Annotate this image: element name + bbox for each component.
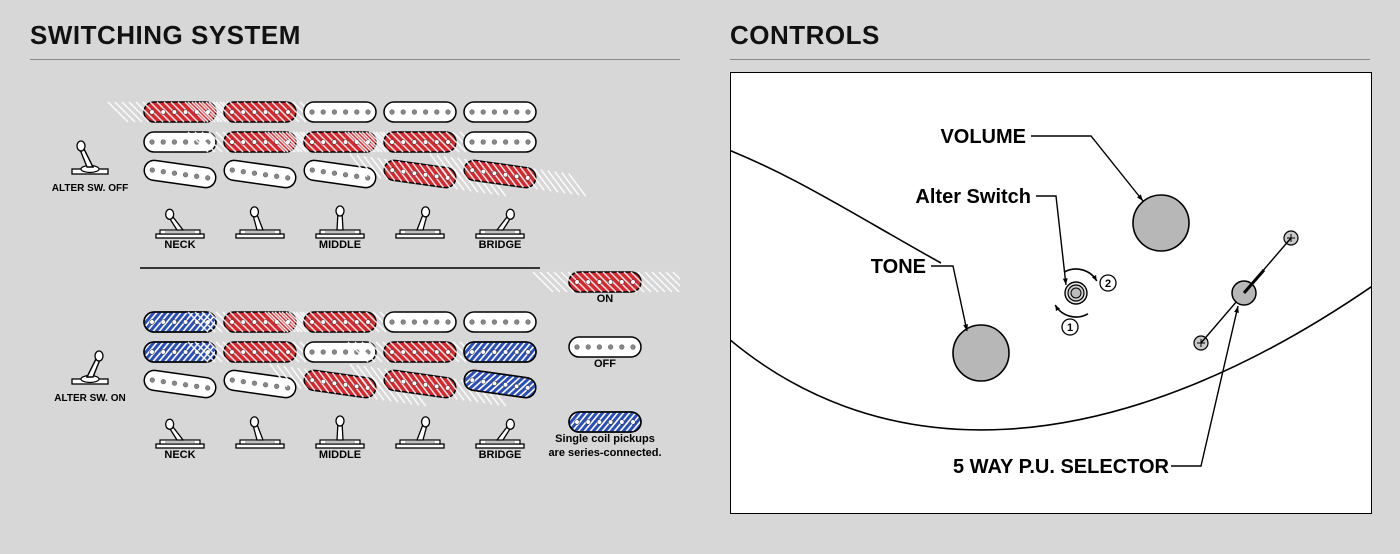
- svg-text:OFF: OFF: [594, 358, 616, 370]
- switching-rule: [30, 59, 680, 60]
- switching-title: SWITCHING SYSTEM: [30, 20, 680, 51]
- svg-text:VOLUME: VOLUME: [940, 126, 1026, 148]
- switching-system-section: SWITCHING SYSTEM ALTER SW. OFF NECK MIDDLE…: [30, 20, 680, 547]
- svg-text:ON: ON: [597, 293, 614, 305]
- svg-text:BRIDGE: BRIDGE: [479, 449, 522, 461]
- controls-diagram-box: 1 2 VOLUME Alter Switch TONE 5 WAY P.U. SELEC…: [730, 72, 1372, 514]
- controls-section: CONTROLS 1 2 VOLUME Alter Switch TONE 5 WAY P…: [730, 20, 1370, 514]
- controls-title: CONTROLS: [730, 20, 1370, 51]
- svg-text:ALTER SW. ON: ALTER SW. ON: [54, 393, 125, 404]
- svg-text:1: 1: [1067, 322, 1073, 334]
- switching-diagram: ALTER SW. OFF NECK MIDDLE BRIDGE ALTER SW. O…: [30, 72, 680, 542]
- svg-text:MIDDLE: MIDDLE: [319, 449, 361, 461]
- svg-text:are series-connected.: are series-connected.: [548, 447, 661, 459]
- svg-text:NECK: NECK: [164, 449, 195, 461]
- svg-text:Alter Switch: Alter Switch: [915, 186, 1031, 208]
- svg-text:TONE: TONE: [871, 256, 926, 278]
- svg-text:BRIDGE: BRIDGE: [479, 239, 522, 251]
- svg-text:MIDDLE: MIDDLE: [319, 239, 361, 251]
- svg-text:5 WAY P.U. SELECTOR: 5 WAY P.U. SELECTOR: [953, 456, 1170, 478]
- svg-text:2: 2: [1105, 278, 1111, 290]
- svg-text:Single coil pickups: Single coil pickups: [555, 433, 655, 445]
- svg-text:ALTER SW. OFF: ALTER SW. OFF: [52, 183, 128, 194]
- svg-text:NECK: NECK: [164, 239, 195, 251]
- controls-diagram: 1 2 VOLUME Alter Switch TONE 5 WAY P.U. SELEC…: [731, 73, 1371, 513]
- controls-rule: [730, 59, 1370, 60]
